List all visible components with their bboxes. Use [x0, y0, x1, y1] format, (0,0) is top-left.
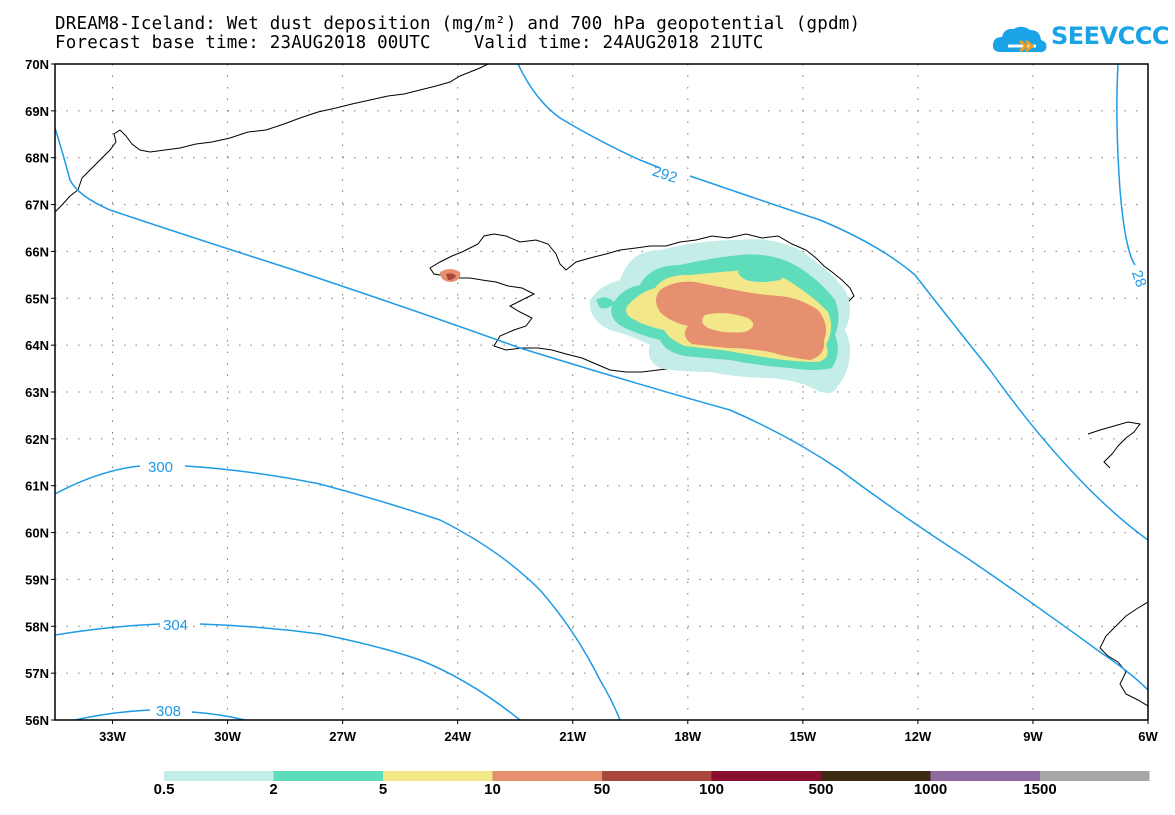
map-subtitle: Forecast base time: 23AUG2018 00UTC Vali… [55, 33, 764, 53]
lon-tick-label: 15W [789, 729, 816, 744]
colorbar-label: 0.5 [153, 781, 175, 798]
colorbar-swatch [273, 771, 383, 781]
axis-ticks: 70N 69N 68N 67N 66N 65N 64N 63N 62N 61N 60N 59N 58N 5… [25, 57, 1158, 744]
contour-label-304: 304 [163, 617, 188, 634]
greenland-coastline [55, 64, 489, 213]
contour-labels: 292 28 300 304 308 [148, 163, 1150, 720]
colorbar-label: 5 [378, 781, 388, 798]
lat-tick-label: 67N [25, 198, 49, 213]
lat-tick-label: 56N [25, 713, 49, 728]
lat-tick-label: 65N [25, 291, 49, 306]
colorbar-swatch [711, 771, 821, 781]
map-frame [54, 63, 1149, 721]
colorbar-label: 1000 [913, 781, 948, 798]
graticule [55, 64, 1148, 720]
lat-tick-label: 70N [25, 57, 49, 72]
contour-label-300: 300 [148, 459, 173, 476]
cloud-logo-icon [992, 26, 1047, 53]
colorbar-swatch [164, 771, 274, 781]
contour-label-28: 28 [1128, 268, 1150, 289]
lat-tick-label: 63N [25, 385, 49, 400]
lon-tick-label: 6W [1138, 729, 1158, 744]
geopotential-contours [55, 64, 1148, 720]
lon-tick-label: 18W [674, 729, 701, 744]
lat-tick-label: 60N [25, 526, 49, 541]
lon-tick-label: 12W [905, 729, 932, 744]
lat-tick-label: 59N [25, 572, 49, 587]
lat-tick-label: 69N [25, 104, 49, 119]
faroe-islands [1087, 421, 1141, 469]
lon-tick-label: 33W [99, 729, 126, 744]
scotland-coastline [1099, 601, 1148, 707]
lon-tick-label: 9W [1023, 729, 1043, 744]
colorbar-label: 500 [808, 781, 834, 798]
colorbar-swatch [1040, 771, 1150, 781]
contour-label-292: 292 [650, 163, 679, 187]
lat-tick-label: 61N [25, 479, 49, 494]
lon-tick-label: 30W [214, 729, 241, 744]
colorbar-swatch [492, 771, 602, 781]
lat-tick-label: 68N [25, 151, 49, 166]
dust-deposition-field [440, 239, 850, 394]
lon-tick-label: 24W [444, 729, 471, 744]
colorbar-label: 50 [593, 781, 611, 798]
logo-text: SEEVCCC [1051, 22, 1170, 50]
colorbar-swatch [602, 771, 712, 781]
lat-tick-label: 62N [25, 432, 49, 447]
lat-tick-label: 57N [25, 666, 49, 681]
colorbar-label: 2 [269, 781, 278, 798]
lat-tick-label: 66N [25, 244, 49, 259]
colorbar-label: 10 [484, 781, 501, 798]
contour-label-308: 308 [156, 703, 181, 720]
map-title: DREAM8-Iceland: Wet dust deposition (mg/… [55, 14, 861, 34]
lat-tick-label: 64N [25, 338, 49, 353]
colorbar-label: 1500 [1023, 781, 1057, 798]
colorbar-swatch [930, 771, 1040, 781]
lat-tick-label: 58N [25, 619, 49, 634]
colorbar-label: 100 [698, 781, 725, 798]
colorbar-swatch [821, 771, 931, 781]
lon-tick-label: 27W [329, 729, 356, 744]
colorbar-swatch [383, 771, 493, 781]
colorbar [164, 771, 1150, 781]
lon-tick-label: 21W [559, 729, 586, 744]
